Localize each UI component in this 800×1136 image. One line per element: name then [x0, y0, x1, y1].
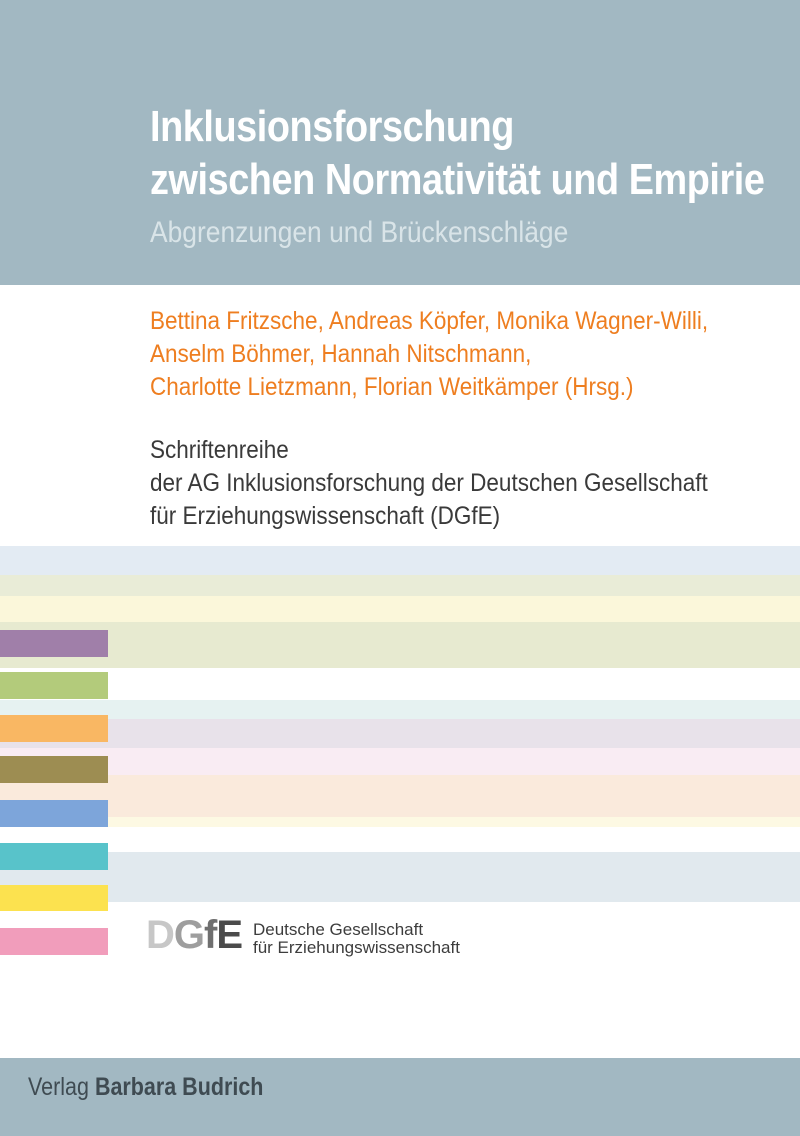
series-line: Schriftenreihe	[150, 436, 289, 464]
book-subtitle: Abgrenzungen und Brückenschläge	[150, 216, 569, 249]
dgfe-text-line1: Deutsche Gesellschaft	[253, 920, 424, 939]
band-pale-peach	[0, 775, 800, 817]
band-olive	[0, 622, 800, 668]
band-pale-cream	[0, 817, 800, 827]
dgfe-text-line2: für Erziehungswissenschaft	[253, 938, 460, 957]
author-line: Bettina Fritzsche, Andreas Köpfer, Monik…	[150, 307, 709, 335]
bar-khaki	[0, 756, 108, 783]
publisher-name: Verlag Barbara Budrich	[28, 1072, 263, 1102]
band-pale-lavender	[0, 719, 800, 748]
publisher-name-normal: Verlag	[28, 1073, 95, 1101]
band-light-blue	[0, 546, 800, 575]
bar-purple	[0, 630, 108, 657]
band-white-1	[0, 668, 800, 700]
bar-blue	[0, 800, 108, 827]
bar-teal	[0, 843, 108, 870]
author-line: Charlotte Lietzmann, Florian Weitkämper …	[150, 373, 634, 401]
title-block: Inklusionsforschung zwischen Normativitä…	[150, 100, 800, 251]
dgfe-letter-E: E	[216, 913, 243, 957]
dgfe-letter-G: G	[173, 913, 205, 957]
dgfe-wordmark-icon: DGfE	[146, 913, 243, 957]
series-line: der AG Inklusionsforschung der Deutschen…	[150, 469, 708, 497]
series-block: Schriftenreihe der AG Inklusionsforschun…	[150, 434, 770, 533]
band-blue-gray	[0, 852, 800, 902]
series-line: für Erziehungswissenschaft (DGfE)	[150, 502, 501, 530]
bar-yellow	[0, 885, 108, 911]
bar-pink	[0, 928, 108, 955]
bar-green	[0, 672, 108, 699]
band-pale-yellow	[0, 596, 800, 622]
cover-header: Inklusionsforschung zwischen Normativitä…	[0, 0, 800, 285]
bar-orange	[0, 715, 108, 742]
band-white-2	[0, 827, 800, 852]
publisher-name-bold: Barbara Budrich	[94, 1073, 264, 1101]
book-title-line2: zwischen Normativität und Empirie	[150, 155, 765, 204]
band-pale-cyan	[0, 700, 800, 719]
cover-footer: Verlag Barbara Budrich	[0, 1058, 800, 1136]
authors-block: Bettina Fritzsche, Andreas Köpfer, Monik…	[150, 305, 770, 404]
book-title-line1: Inklusionsforschung	[150, 102, 514, 151]
band-light-olive	[0, 575, 800, 596]
dgfe-letter-f: f	[204, 913, 217, 957]
dgfe-letter-D: D	[146, 913, 175, 957]
band-pale-pink	[0, 748, 800, 775]
dgfe-logo-text: Deutsche Gesellschaft für Erziehungswiss…	[253, 921, 460, 957]
author-line: Anselm Böhmer, Hannah Nitschmann,	[150, 340, 532, 368]
